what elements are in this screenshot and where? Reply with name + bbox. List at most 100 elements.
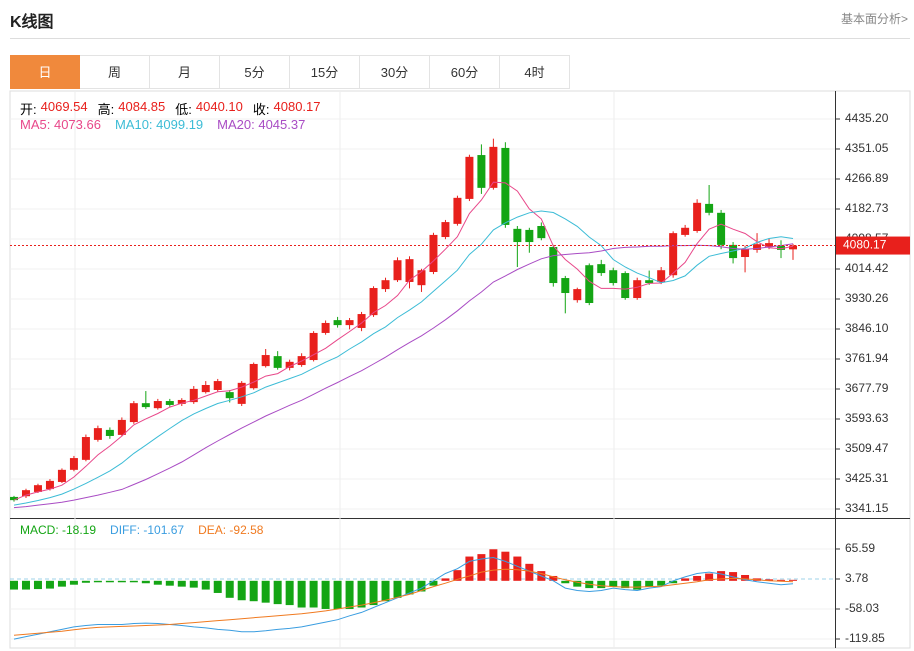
macd-bar <box>285 580 294 606</box>
macd-line <box>13 556 794 640</box>
y-tick-label: 4014.42 <box>845 261 889 275</box>
candle-body <box>633 280 642 299</box>
macd-bar <box>489 549 498 581</box>
macd-bar <box>621 580 630 589</box>
readout-value: 4084.85 <box>118 99 166 114</box>
macd-bar <box>10 580 18 590</box>
candle-body <box>477 155 486 188</box>
readout-label: 收: <box>252 102 270 117</box>
macd-bar <box>309 580 318 608</box>
legend-value: 4099.19 <box>156 117 204 132</box>
tab[interactable]: 15分 <box>290 55 360 89</box>
candle-body <box>453 197 462 224</box>
y-tick-label: 4351.05 <box>845 141 889 155</box>
candle-body <box>165 401 174 405</box>
candle-body <box>213 381 222 390</box>
candle-body <box>573 289 582 301</box>
macd-bar <box>357 580 366 608</box>
candle-body <box>177 399 186 404</box>
tab[interactable]: 4时 <box>500 55 570 89</box>
readout-label: 低: <box>175 102 192 117</box>
tab[interactable]: 60分 <box>430 55 500 89</box>
tab[interactable]: 月 <box>150 55 220 89</box>
macd-bar <box>669 580 678 584</box>
macd-bar <box>393 580 402 598</box>
tab[interactable]: 5分 <box>220 55 290 89</box>
fundamental-link[interactable]: 基本面分析> <box>840 12 908 26</box>
candle-body <box>237 382 246 404</box>
macd-bar <box>717 571 726 581</box>
legend-value: 4073.66 <box>53 117 101 132</box>
readout-value: 4069.54 <box>40 99 88 114</box>
legend-value: -18.19 <box>62 523 97 537</box>
macd-bar <box>633 580 642 590</box>
macd-bar <box>405 580 414 595</box>
tab[interactable]: 30分 <box>360 55 430 89</box>
candle-body <box>261 355 270 367</box>
y-tick-label: 65.59 <box>845 541 875 555</box>
candle-body <box>81 437 90 460</box>
macd-bar <box>273 580 282 605</box>
candle-body <box>45 480 54 490</box>
y-tick-label: 3509.47 <box>845 441 889 455</box>
macd-bar <box>333 580 342 609</box>
macd-bar <box>561 580 570 584</box>
legend-name: MA20: <box>217 117 259 132</box>
macd-bar <box>165 580 174 586</box>
candle-body <box>753 244 762 250</box>
macd-bar <box>81 580 90 583</box>
legend-value: -101.67 <box>143 523 185 537</box>
candle-body <box>69 458 78 470</box>
candle-body <box>333 320 342 326</box>
macd-bar <box>345 580 354 609</box>
candle-body <box>537 226 546 239</box>
macd-bar <box>693 575 702 581</box>
y-tick-label: 3930.26 <box>845 291 889 305</box>
candle-body <box>129 403 138 423</box>
candle-body <box>501 147 510 225</box>
macd-bar <box>417 580 426 592</box>
ma-legend: MA10: 4099.19 <box>115 117 203 132</box>
candle-body <box>225 392 234 399</box>
macd-bar <box>429 580 438 586</box>
macd-bar <box>237 580 246 601</box>
candle-body <box>429 234 438 272</box>
candle-body <box>561 278 570 294</box>
macd-bar <box>789 579 797 581</box>
candle-body <box>645 280 654 284</box>
tab[interactable]: 周 <box>80 55 150 89</box>
candle-body <box>345 320 354 326</box>
candle-body <box>609 270 618 284</box>
y-tick-label: 3593.63 <box>845 411 889 425</box>
page-title: K线图 <box>10 14 54 31</box>
candle-body <box>657 270 666 282</box>
y-tick-label: 3846.10 <box>845 321 889 335</box>
legend-value: -92.58 <box>229 523 264 537</box>
candle-body <box>201 384 210 393</box>
candle-body <box>741 249 750 258</box>
chart-frame <box>9 90 911 649</box>
macd-readout: MACD: -18.19 DIFF: -101.67 DEA: -92.58 <box>20 523 273 537</box>
candle-body <box>765 243 774 248</box>
legend-name: MA5: <box>20 117 54 132</box>
candle-body <box>717 212 726 245</box>
candle-body <box>93 428 102 440</box>
legend-name: MACD: <box>20 523 62 537</box>
y-tick-label: -58.03 <box>845 601 879 615</box>
macd-bar <box>681 578 690 581</box>
legend-name: DIFF: <box>110 523 144 537</box>
y-tick-label: 4266.89 <box>845 171 889 185</box>
candle-body <box>705 203 714 213</box>
y-tick-label: 4182.73 <box>845 201 889 215</box>
macd-bar <box>21 580 30 590</box>
macd-bar <box>477 554 486 581</box>
macd-bar <box>597 580 606 589</box>
candle-body <box>777 245 786 250</box>
macd-bar <box>57 580 66 587</box>
candle-body <box>525 229 534 243</box>
tab[interactable]: 日 <box>10 55 80 89</box>
ma-line <box>13 181 794 501</box>
candle-body <box>669 233 678 276</box>
